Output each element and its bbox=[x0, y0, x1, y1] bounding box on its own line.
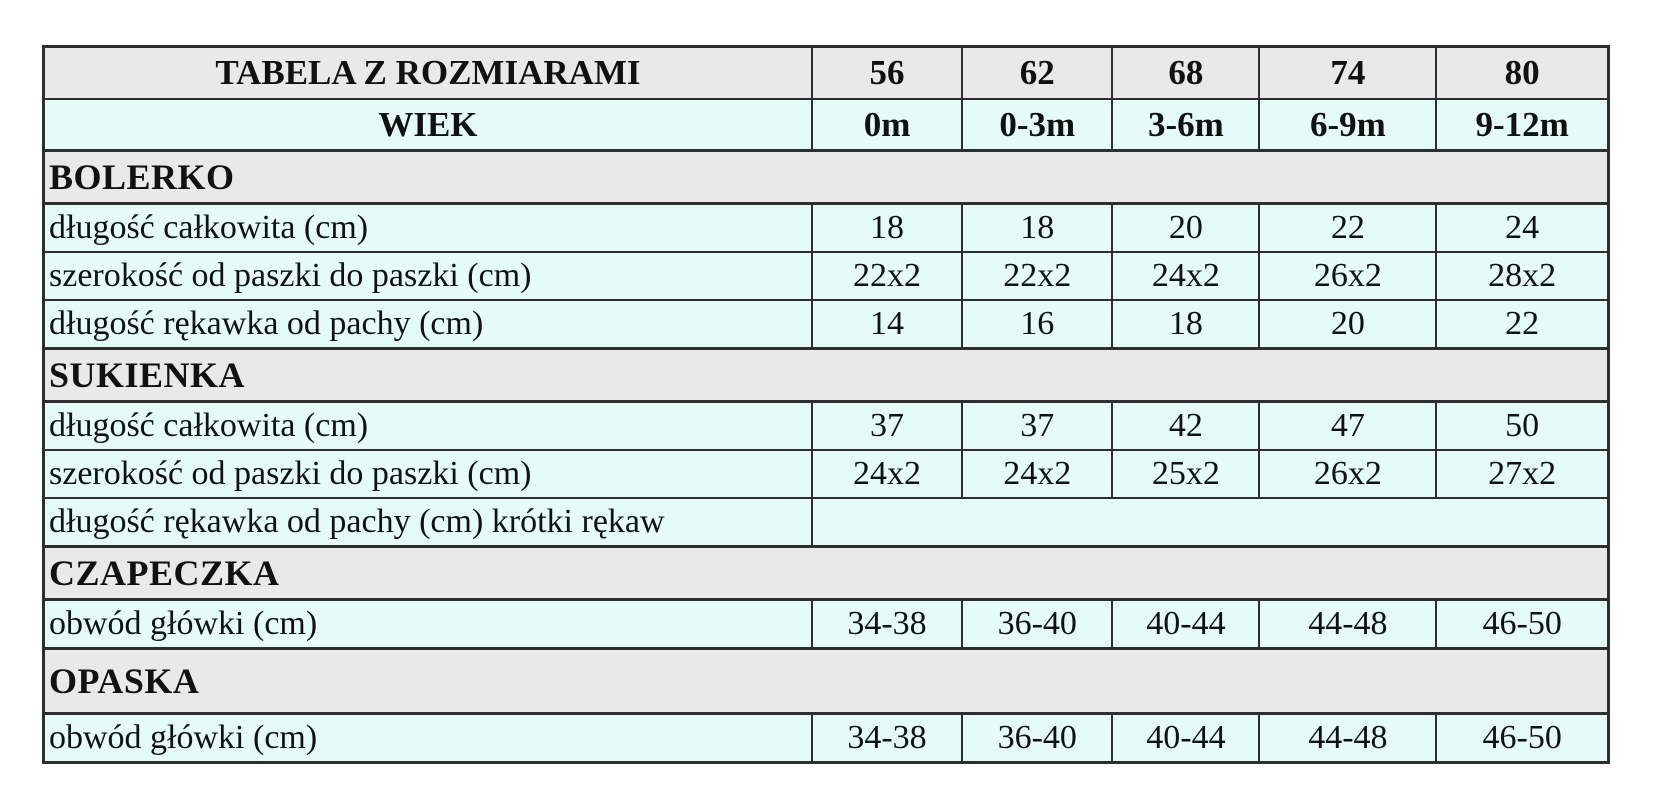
value-cell: 18 bbox=[961, 202, 1114, 253]
value-cell: 40-44 bbox=[1111, 712, 1261, 764]
value-cell: 34-38 bbox=[810, 712, 964, 764]
value-cell: 47 bbox=[1258, 400, 1438, 451]
age-6-9m: 6-9m bbox=[1258, 98, 1438, 152]
value-cell: 14 bbox=[810, 299, 964, 350]
value-cell: 25x2 bbox=[1111, 449, 1261, 499]
value-cell: 18 bbox=[1111, 299, 1261, 350]
table-row: długość rękawka od pachy (cm) 14 16 18 2… bbox=[42, 299, 1610, 350]
section-header-bolerko: BOLERKO bbox=[42, 149, 1610, 205]
value-cell: 36-40 bbox=[961, 598, 1114, 650]
table-row: długość całkowita (cm) 18 18 20 22 24 bbox=[42, 202, 1610, 253]
table-row: obwód główki (cm) 34-38 36-40 40-44 44-4… bbox=[42, 712, 1610, 764]
header-row-ages: WIEK 0m 0-3m 3-6m 6-9m 9-12m bbox=[42, 98, 1610, 152]
value-cell: 26x2 bbox=[1258, 251, 1438, 301]
table-title: TABELA Z ROZMIARAMI bbox=[42, 45, 813, 100]
value-cell: 16 bbox=[961, 299, 1114, 350]
value-cell: 22 bbox=[1435, 299, 1610, 350]
row-label: obwód główki (cm) bbox=[42, 598, 813, 650]
value-cell: 28x2 bbox=[1435, 251, 1610, 301]
table-row: szerokość od paszki do paszki (cm) 24x2 … bbox=[42, 449, 1610, 499]
section-title-bolerko: BOLERKO bbox=[42, 149, 1610, 205]
value-cell: 42 bbox=[1111, 400, 1261, 451]
age-0-3m: 0-3m bbox=[961, 98, 1114, 152]
size-table: TABELA Z ROZMIARAMI 56 62 68 74 80 WIEK … bbox=[42, 45, 1610, 764]
value-cell: 44-48 bbox=[1258, 712, 1438, 764]
value-cell: 27x2 bbox=[1435, 449, 1610, 499]
value-cell: 34-38 bbox=[810, 598, 964, 650]
row-label: długość całkowita (cm) bbox=[42, 400, 813, 451]
value-cell: 24x2 bbox=[961, 449, 1114, 499]
age-row-label: WIEK bbox=[42, 98, 813, 152]
section-header-sukienka: SUKIENKA bbox=[42, 347, 1610, 403]
value-cell: 20 bbox=[1258, 299, 1438, 350]
age-0m: 0m bbox=[810, 98, 964, 152]
value-cell: 22x2 bbox=[961, 251, 1114, 301]
size-column-56: 56 bbox=[810, 45, 964, 100]
table-row: obwód główki (cm) 34-38 36-40 40-44 44-4… bbox=[42, 598, 1610, 650]
value-cell: 24x2 bbox=[1111, 251, 1261, 301]
row-label: obwód główki (cm) bbox=[42, 712, 813, 764]
value-cell: 46-50 bbox=[1435, 712, 1610, 764]
value-cell: 26x2 bbox=[1258, 449, 1438, 499]
header-row-sizes: TABELA Z ROZMIARAMI 56 62 68 74 80 bbox=[42, 45, 1610, 100]
value-cell: 24 bbox=[1435, 202, 1610, 253]
size-column-74: 74 bbox=[1258, 45, 1438, 100]
row-label: długość całkowita (cm) bbox=[42, 202, 813, 253]
table-row: długość całkowita (cm) 37 37 42 47 50 bbox=[42, 400, 1610, 451]
section-title-czapeczka: CZAPECZKA bbox=[42, 545, 1610, 601]
size-column-80: 80 bbox=[1435, 45, 1610, 100]
value-cell: 22 bbox=[1258, 202, 1438, 253]
value-cell: 44-48 bbox=[1258, 598, 1438, 650]
value-cell: 20 bbox=[1111, 202, 1261, 253]
value-cell: 24x2 bbox=[810, 449, 964, 499]
value-cell: 37 bbox=[961, 400, 1114, 451]
value-cell: 36-40 bbox=[961, 712, 1114, 764]
row-label: długość rękawka od pachy (cm) bbox=[42, 299, 813, 350]
section-header-czapeczka: CZAPECZKA bbox=[42, 545, 1610, 601]
row-label: długość rękawka od pachy (cm) krótki ręk… bbox=[42, 497, 813, 548]
value-cell: 37 bbox=[810, 400, 964, 451]
value-cell: 50 bbox=[1435, 400, 1610, 451]
table-row: szerokość od paszki do paszki (cm) 22x2 … bbox=[42, 251, 1610, 301]
section-title-sukienka: SUKIENKA bbox=[42, 347, 1610, 403]
size-column-62: 62 bbox=[961, 45, 1114, 100]
table-row: długość rękawka od pachy (cm) krótki ręk… bbox=[42, 497, 1610, 548]
size-column-68: 68 bbox=[1111, 45, 1261, 100]
row-label: szerokość od paszki do paszki (cm) bbox=[42, 449, 813, 499]
value-cell: 18 bbox=[810, 202, 964, 253]
value-cell: 46-50 bbox=[1435, 598, 1610, 650]
section-header-opaska: OPASKA bbox=[42, 647, 1610, 715]
age-9-12m: 9-12m bbox=[1435, 98, 1610, 152]
value-cell: 22x2 bbox=[810, 251, 964, 301]
section-title-opaska: OPASKA bbox=[42, 647, 1610, 715]
age-3-6m: 3-6m bbox=[1111, 98, 1261, 152]
empty-values-cell bbox=[810, 497, 1610, 548]
row-label: szerokość od paszki do paszki (cm) bbox=[42, 251, 813, 301]
value-cell: 40-44 bbox=[1111, 598, 1261, 650]
